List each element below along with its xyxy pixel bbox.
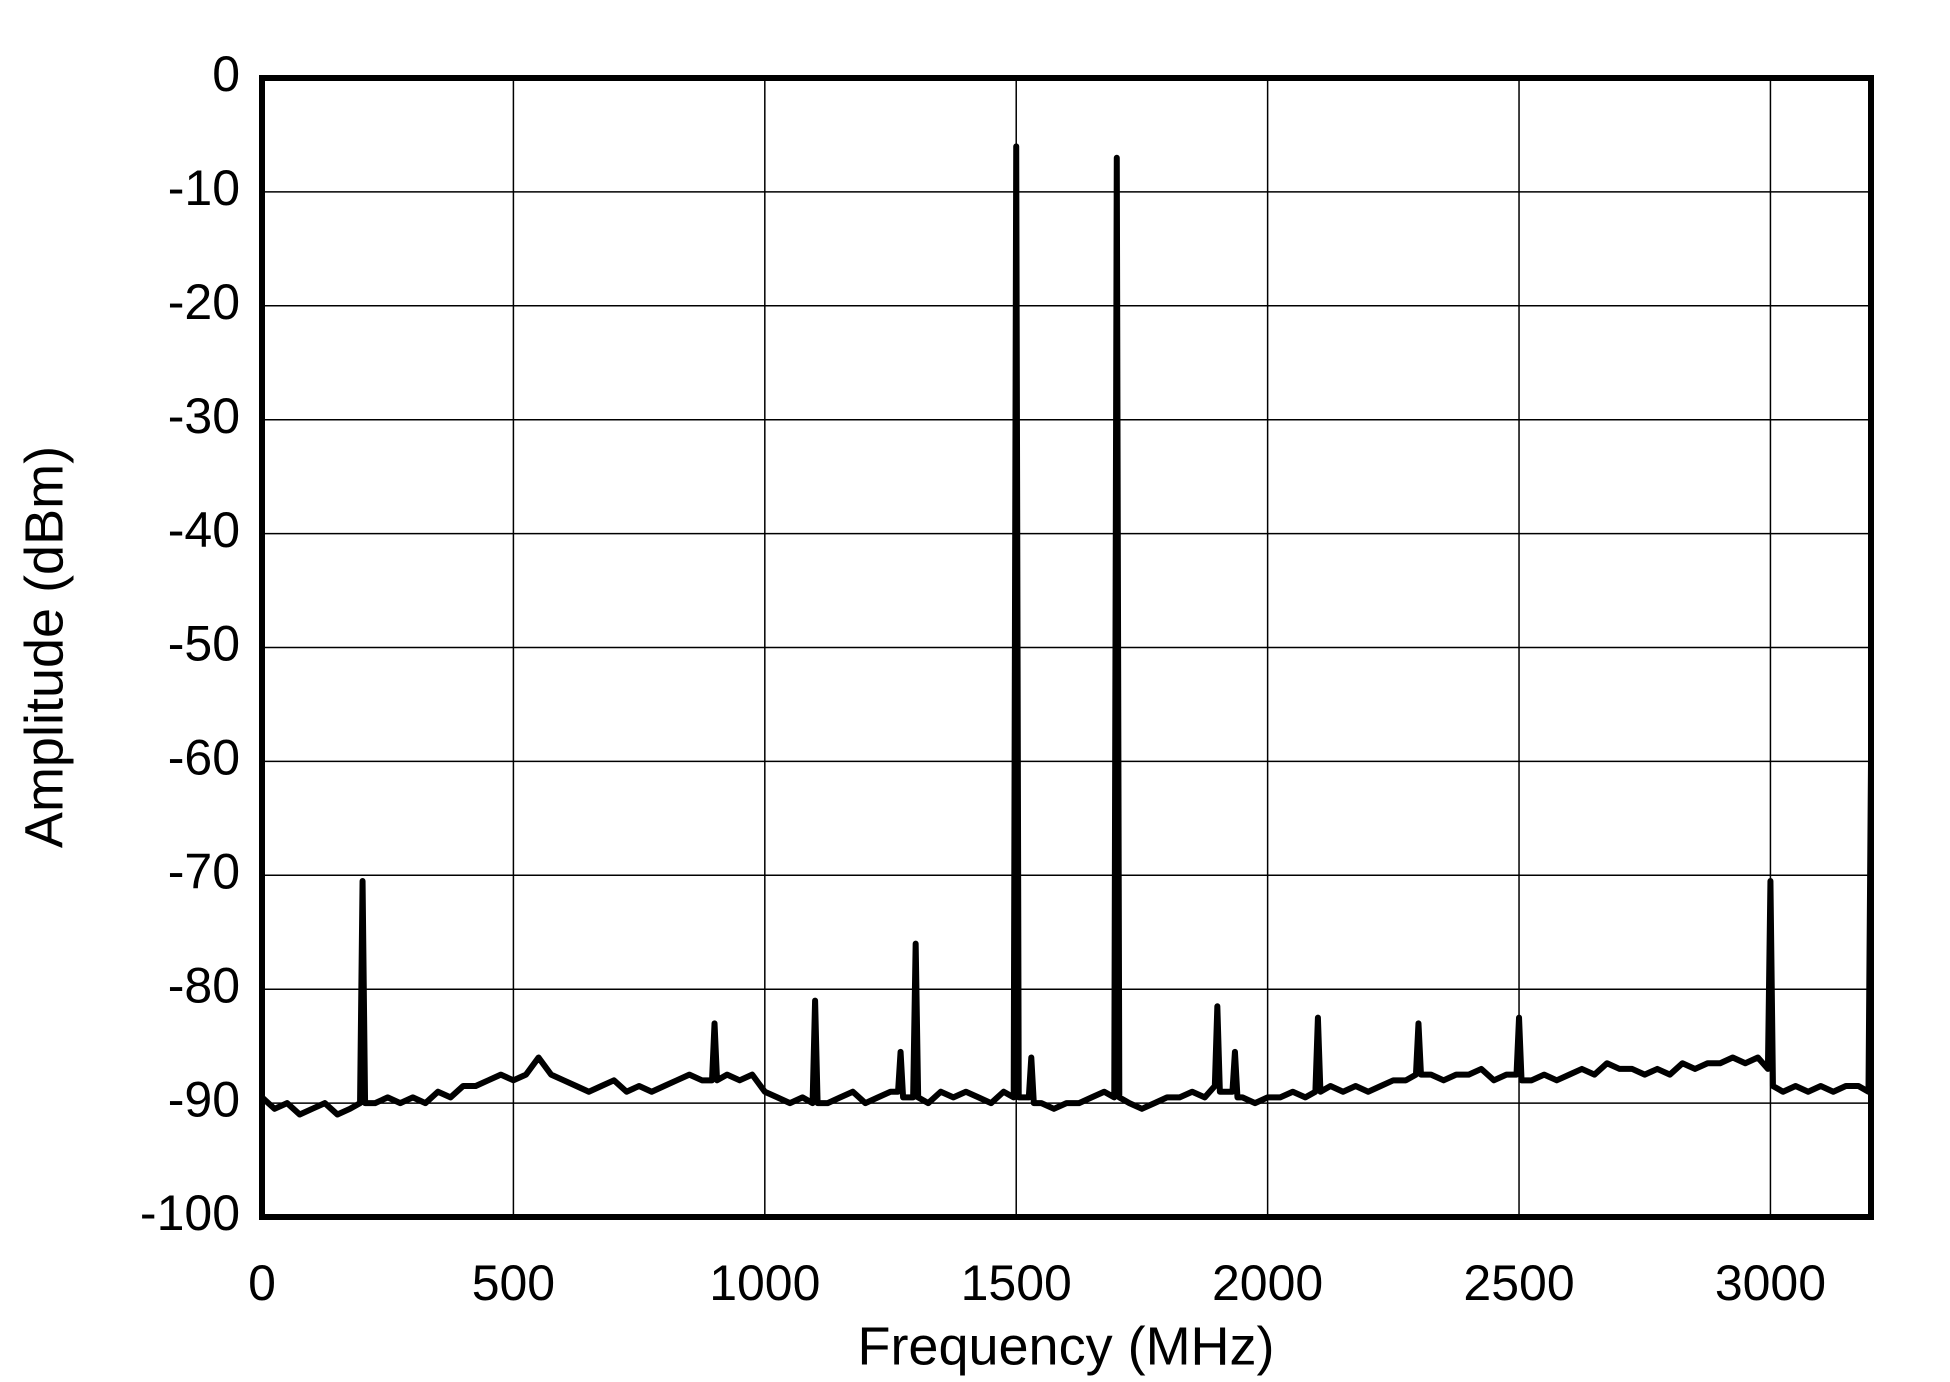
y-tick-label: 0: [212, 46, 240, 102]
x-tick-label: 0: [248, 1255, 276, 1311]
spectrum-line: [259, 143, 1874, 1118]
y-axis-title: Amplitude (dBm): [14, 446, 74, 848]
y-tick-label: -100: [140, 1185, 240, 1241]
y-tick-label: -80: [168, 957, 240, 1013]
x-tick-label: 2000: [1212, 1255, 1323, 1311]
plot-frame: [259, 75, 1874, 1220]
y-tick-label: -10: [168, 160, 240, 216]
y-tick-label: -50: [168, 616, 240, 672]
x-axis-title: Frequency (MHz): [857, 1316, 1274, 1376]
x-tick-label: 2500: [1463, 1255, 1574, 1311]
y-tick-label: -20: [168, 274, 240, 330]
y-tick-label: -60: [168, 730, 240, 786]
x-tick-label: 500: [472, 1255, 555, 1311]
x-tick-label: 3000: [1715, 1255, 1826, 1311]
y-tick-label: -30: [168, 388, 240, 444]
y-tick-label: -40: [168, 502, 240, 558]
y-tick-label: -70: [168, 844, 240, 900]
x-tick-label: 1000: [709, 1255, 820, 1311]
y-tick-label: -90: [168, 1071, 240, 1127]
x-tick-label: 1500: [961, 1255, 1072, 1311]
